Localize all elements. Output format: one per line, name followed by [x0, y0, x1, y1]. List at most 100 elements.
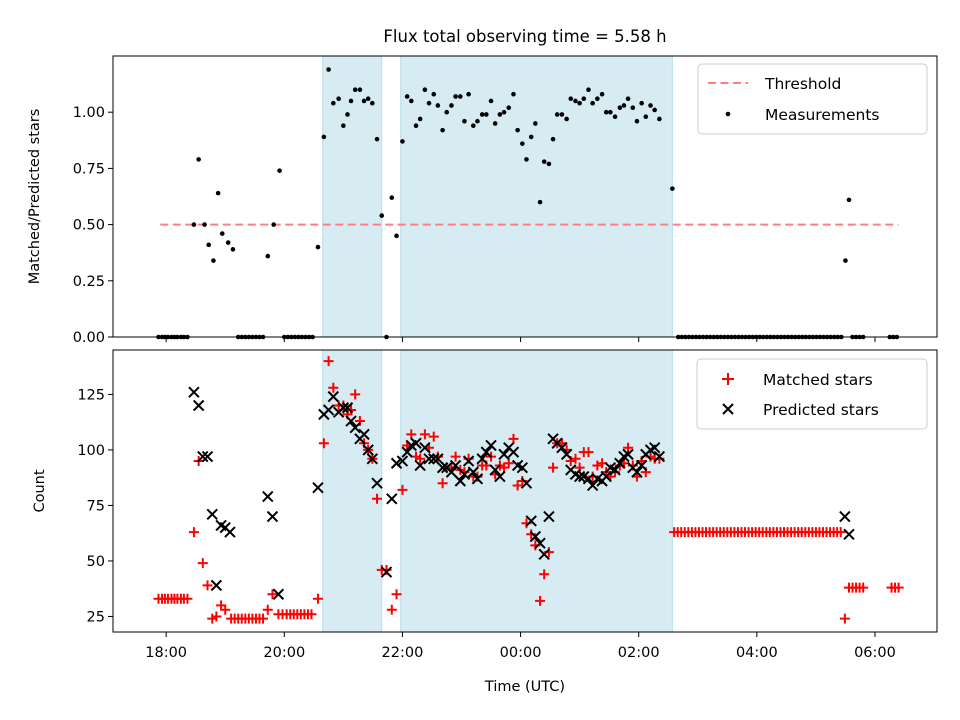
predicted-point [371, 477, 383, 489]
x-tick-label: 06:00 [854, 645, 896, 661]
matched-point [592, 460, 603, 471]
matched-point [262, 604, 273, 615]
predicted-stars-series [188, 386, 855, 600]
predicted-point [454, 475, 467, 487]
matched-point [258, 613, 269, 624]
y-tick-label: 0.25 [73, 274, 105, 290]
predicted-point [358, 428, 370, 441]
measurement-point [265, 253, 271, 259]
y-tick-label: 50 [87, 554, 105, 570]
predicted-point [201, 450, 214, 463]
observing-span [322, 349, 383, 633]
matched-point [406, 429, 417, 440]
chart-title: Flux total observing time = 5.58 h [383, 27, 666, 46]
matched-point [312, 593, 323, 604]
measurement-point [471, 123, 476, 128]
predicted-point [423, 453, 435, 465]
predicted-point [414, 459, 426, 472]
measurement-point [501, 109, 507, 115]
predicted-point [462, 455, 475, 467]
matched-point [391, 589, 402, 600]
measurement-point [404, 94, 410, 99]
matched-point [350, 389, 361, 400]
measurement-point [652, 107, 657, 113]
predicted-point [543, 510, 555, 523]
predicted-point [525, 515, 537, 527]
measurement-point [345, 112, 350, 117]
measurement-point [357, 87, 363, 93]
top-shaded-spans [322, 55, 673, 338]
matched-point [415, 453, 426, 464]
measurement-point [458, 94, 463, 99]
matched-point [211, 611, 222, 622]
x-tick-label: 22:00 [382, 645, 424, 661]
predicted-point [498, 448, 510, 461]
y-tick-label: 0.00 [73, 330, 105, 346]
matched-point [197, 558, 208, 569]
predicted-point [366, 453, 379, 465]
matched-point [508, 433, 519, 444]
measurement-point [475, 118, 480, 124]
measurement-point [590, 100, 595, 106]
matched-point [188, 527, 199, 538]
matched-point [539, 569, 550, 580]
bottom-legend: Matched stars Predicted stars [696, 358, 928, 430]
measurement-point [374, 136, 380, 142]
measurement-point [408, 98, 414, 104]
predicted-point [322, 404, 335, 416]
measurement-point [449, 103, 454, 108]
x-tick-label: 20:00 [263, 645, 305, 661]
predicted-point [341, 402, 354, 414]
measurement-point [426, 100, 432, 106]
measurement-point [608, 109, 613, 115]
predicted-point [520, 477, 533, 489]
predicted-point [476, 453, 488, 465]
matched-point [437, 478, 448, 489]
bottom-legend-box [696, 358, 928, 430]
panel-ratio: 0.00 0.25 0.50 0.75 1.00 Matched/Predicted s… [27, 55, 938, 346]
matched-point [858, 582, 869, 593]
legend-measurements-swatch [725, 111, 731, 117]
predicted-point [327, 390, 340, 403]
x-tick-label: 02:00 [618, 645, 660, 661]
measurement-point [417, 116, 423, 122]
x-axis-label: Time (UTC) [484, 679, 565, 695]
measurement-point [484, 112, 489, 117]
measurement-point [595, 96, 600, 102]
predicted-point [556, 441, 568, 454]
measurement-point [202, 222, 207, 227]
predicted-point [206, 508, 218, 521]
predicted-point [262, 490, 274, 503]
measurement-point [625, 96, 631, 102]
measurement-point [215, 190, 221, 196]
measurement-point [400, 139, 405, 144]
matched-point [397, 484, 408, 495]
observing-span [322, 55, 383, 338]
measurement-point [603, 109, 609, 115]
measurement-point [230, 247, 236, 252]
measurement-point [219, 231, 225, 236]
measurement-point [648, 103, 653, 108]
matched-point [835, 527, 846, 538]
matched-point [323, 356, 334, 367]
measurement-point [431, 91, 437, 97]
predicted-point [362, 444, 374, 456]
predicted-point [192, 399, 205, 412]
predicted-point [419, 441, 431, 454]
measurement-point [630, 105, 636, 111]
measurement-point [554, 112, 560, 117]
matched-point [548, 462, 559, 473]
predicted-point [224, 526, 236, 538]
predicted-point [609, 464, 621, 476]
measurement-point [462, 118, 467, 124]
top-legend-box [697, 63, 928, 135]
legend-matched-label: Matched stars [763, 371, 873, 389]
predicted-point [188, 386, 200, 398]
predicted-point [390, 457, 403, 469]
measurement-point [511, 91, 516, 97]
measurement-point [206, 242, 211, 248]
measurement-point [370, 100, 375, 106]
bottom-y-label: Count [32, 469, 48, 512]
predicted-point [337, 402, 350, 414]
predicted-point [445, 466, 458, 478]
